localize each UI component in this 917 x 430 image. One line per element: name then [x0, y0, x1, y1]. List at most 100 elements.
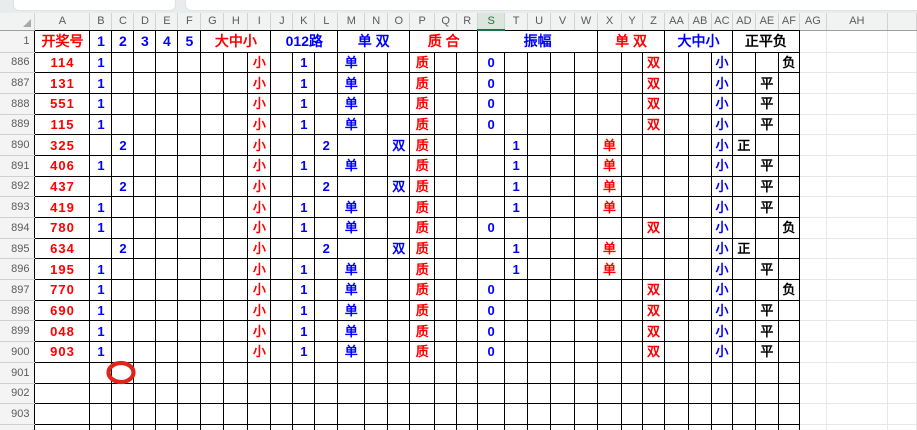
- cell-E898[interactable]: [155, 299, 179, 322]
- cell-T890[interactable]: 1: [504, 134, 529, 156]
- row-header-899[interactable]: 899: [0, 320, 36, 343]
- cell-J902[interactable]: [270, 382, 294, 405]
- cell-B888[interactable]: 1: [89, 92, 113, 115]
- cell-I896[interactable]: 小: [247, 258, 272, 281]
- cell-K896[interactable]: 1: [292, 258, 316, 281]
- cell-E900[interactable]: [155, 341, 179, 363]
- cell-M900[interactable]: 单: [337, 341, 366, 363]
- cell-AA890[interactable]: [663, 134, 689, 156]
- cell-J892[interactable]: [270, 175, 294, 198]
- cell-Z893[interactable]: [642, 196, 665, 218]
- cell-Y901[interactable]: [621, 361, 643, 384]
- cell-AB899[interactable]: [687, 320, 712, 343]
- cell-AF890[interactable]: [777, 134, 800, 156]
- column-header-U[interactable]: U: [527, 13, 552, 31]
- cell-Z902[interactable]: [642, 382, 665, 405]
- column-header-Z[interactable]: Z: [642, 13, 665, 31]
- cell-Z897[interactable]: 双: [642, 279, 665, 301]
- cell-J900[interactable]: [270, 341, 294, 363]
- cell-AD902[interactable]: [731, 382, 756, 405]
- cell-C887[interactable]: [111, 72, 135, 94]
- column-header-H[interactable]: H: [223, 13, 249, 31]
- cell-D887[interactable]: [133, 72, 157, 94]
- cell-AB888[interactable]: [687, 92, 712, 115]
- cell-AE888[interactable]: 平: [754, 92, 779, 115]
- cell-B890[interactable]: [89, 134, 113, 156]
- cell-G891[interactable]: [200, 154, 225, 177]
- column-header-AB[interactable]: AB: [688, 13, 712, 31]
- cell-W896[interactable]: [574, 258, 599, 281]
- cell-AH894[interactable]: [826, 217, 888, 239]
- cell-AH904[interactable]: [826, 424, 888, 430]
- cell-F897[interactable]: [177, 279, 202, 301]
- cell-G904[interactable]: [200, 423, 225, 430]
- cell-B893[interactable]: 1: [89, 196, 113, 218]
- cell-P897[interactable]: 质: [409, 279, 436, 301]
- cell-G890[interactable]: [200, 134, 225, 156]
- cell-A894[interactable]: 780: [34, 217, 91, 239]
- cell-N892[interactable]: [364, 175, 389, 198]
- cell-M897[interactable]: 单: [337, 279, 366, 301]
- cell-Z903[interactable]: [642, 403, 665, 425]
- cell-T895[interactable]: 1: [504, 237, 529, 260]
- cell-AE897[interactable]: [754, 279, 779, 301]
- cell-X900[interactable]: [597, 341, 623, 363]
- cell-J894[interactable]: [270, 217, 294, 239]
- cell-AB904[interactable]: [687, 423, 712, 430]
- column-header-O[interactable]: O: [387, 13, 411, 31]
- cell-J899[interactable]: [270, 320, 294, 343]
- cell-F901[interactable]: [177, 361, 202, 384]
- cell-S889[interactable]: 0: [477, 113, 506, 136]
- column-header-AC[interactable]: AC: [711, 13, 733, 31]
- cell-W901[interactable]: [574, 361, 599, 384]
- cell-AA888[interactable]: [663, 92, 689, 115]
- cell-T900[interactable]: [504, 341, 529, 363]
- cell-W898[interactable]: [574, 299, 599, 322]
- cell-L893[interactable]: [314, 196, 339, 218]
- cell-P887[interactable]: 质: [409, 72, 436, 94]
- cell-R886[interactable]: [456, 51, 479, 74]
- cell-N887[interactable]: [364, 72, 389, 94]
- cell-H894[interactable]: [223, 217, 249, 239]
- cell-M898[interactable]: 单: [337, 299, 366, 322]
- cell-X895[interactable]: 单: [597, 237, 623, 260]
- cell-AG889[interactable]: [799, 114, 827, 136]
- cell-X903[interactable]: [597, 403, 623, 425]
- cell-AH889[interactable]: [826, 114, 888, 136]
- cell-G903[interactable]: [200, 403, 225, 425]
- cell-B903[interactable]: [89, 403, 113, 425]
- cell-AB893[interactable]: [687, 196, 712, 218]
- cell-X892[interactable]: 单: [597, 175, 623, 198]
- cell-C889[interactable]: [111, 113, 135, 136]
- cell-R898[interactable]: [456, 299, 479, 322]
- cell-AH896[interactable]: [826, 258, 888, 281]
- cell-K904[interactable]: [292, 423, 316, 430]
- cell-I904[interactable]: [247, 423, 272, 430]
- cell-S891[interactable]: [477, 154, 506, 177]
- cell-P886[interactable]: 质: [409, 51, 436, 74]
- cell-W889[interactable]: [574, 113, 599, 136]
- cell-H889[interactable]: [223, 113, 249, 136]
- cell-V896[interactable]: [550, 258, 576, 281]
- cell-U886[interactable]: [527, 51, 552, 74]
- cell-AE901[interactable]: [754, 361, 779, 384]
- cell-V887[interactable]: [550, 72, 576, 94]
- cell-AA900[interactable]: [663, 341, 689, 363]
- column-header-AG[interactable]: AG: [799, 13, 827, 31]
- cell-H899[interactable]: [223, 320, 249, 343]
- cell-Y888[interactable]: [621, 92, 643, 115]
- cell-W902[interactable]: [574, 382, 599, 405]
- cell-AF895[interactable]: [777, 237, 800, 260]
- cell-AH900[interactable]: [826, 341, 888, 363]
- cell-V904[interactable]: [550, 423, 576, 430]
- cell-Q888[interactable]: [434, 92, 458, 115]
- cell-P903[interactable]: [409, 403, 436, 425]
- column-header-C[interactable]: C: [111, 13, 135, 31]
- column-header-B[interactable]: B: [89, 13, 113, 31]
- cell-G899[interactable]: [200, 320, 225, 343]
- cell-L898[interactable]: [314, 299, 339, 322]
- cell-M888[interactable]: 单: [337, 92, 366, 115]
- cell-F898[interactable]: [177, 299, 202, 322]
- cell-Q901[interactable]: [434, 361, 458, 384]
- cell-B898[interactable]: 1: [89, 299, 113, 322]
